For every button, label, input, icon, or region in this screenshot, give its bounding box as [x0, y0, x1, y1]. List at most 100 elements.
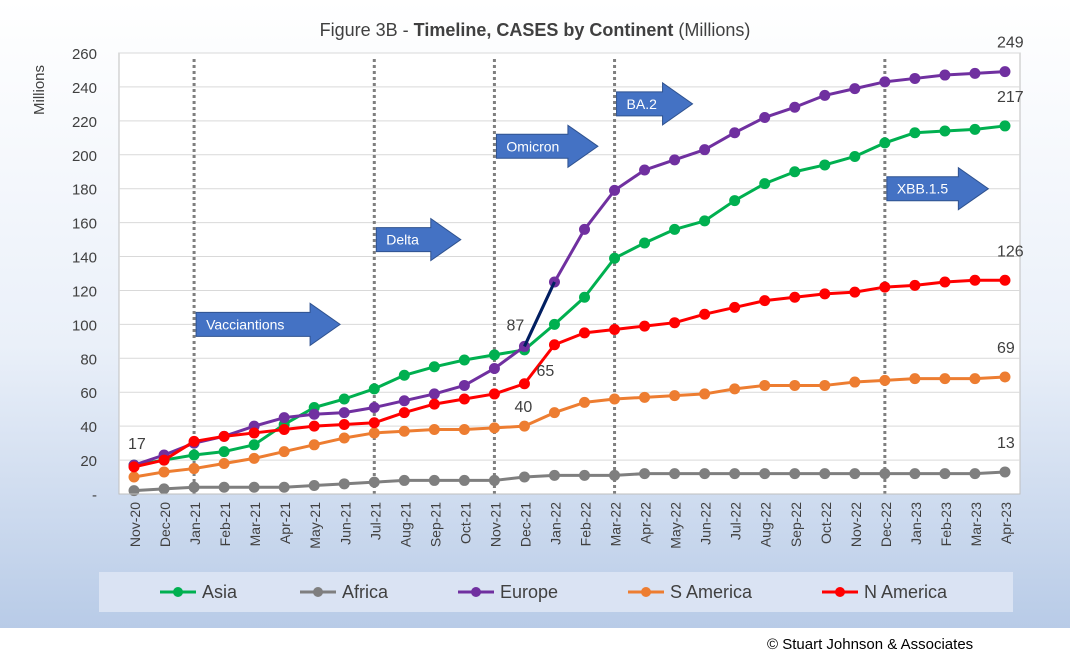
callout-label: Omicron [506, 138, 559, 154]
data-point [939, 69, 951, 81]
data-point [428, 361, 440, 373]
x-tick-label: Feb-21 [217, 502, 233, 547]
x-axis: Nov-20 Dec-20 Jan-21 Feb-21 Mar-21 Apr-21 May-… [119, 493, 1020, 549]
data-point [128, 485, 140, 497]
data-point [518, 378, 530, 390]
data-point [338, 478, 350, 490]
data-point [969, 373, 981, 385]
data-point [368, 401, 380, 413]
data-point [759, 379, 771, 391]
copyright-text: © Stuart Johnson & Associates [767, 636, 974, 653]
y-axis-label: Millions [31, 65, 48, 115]
data-point [639, 164, 651, 176]
data-point [639, 237, 651, 249]
data-point [338, 418, 350, 430]
data-point [909, 127, 921, 139]
data-point [338, 432, 350, 444]
data-point [849, 376, 861, 388]
data-point [789, 379, 801, 391]
data-point [458, 424, 470, 436]
data-point [639, 320, 651, 332]
data-point [218, 481, 230, 493]
data-label: 40 [514, 399, 532, 416]
x-tick-label: May-21 [307, 502, 323, 549]
data-point [518, 471, 530, 483]
x-tick-label: Feb-22 [578, 502, 594, 547]
x-tick-label: Aug-22 [758, 502, 774, 547]
data-point [398, 407, 410, 419]
data-point [909, 72, 921, 84]
data-point [999, 466, 1011, 478]
data-point [729, 383, 741, 395]
data-point [969, 468, 981, 480]
x-tick-label: Apr-21 [277, 502, 293, 544]
data-point [849, 286, 861, 298]
y-tick-label: 20 [80, 453, 97, 470]
data-point [218, 430, 230, 442]
data-point [729, 468, 741, 480]
data-point [308, 439, 320, 451]
x-tick-label: Jan-21 [187, 502, 203, 545]
data-point [819, 288, 831, 300]
x-tick-label: Jan-22 [547, 502, 563, 545]
data-point [248, 427, 260, 439]
data-point [158, 466, 170, 478]
data-point [128, 471, 140, 483]
legend: Asia Africa Europe S America N America [160, 582, 948, 602]
data-point [308, 420, 320, 432]
x-tick-label: May-22 [668, 502, 684, 549]
callout-arrow [886, 166, 990, 211]
data-point [579, 327, 591, 339]
data-point [128, 461, 140, 473]
data-point [999, 66, 1011, 78]
data-point [488, 362, 500, 374]
data-point [759, 178, 771, 190]
data-point [488, 388, 500, 400]
data-point [849, 83, 861, 95]
data-label: 126 [997, 243, 1024, 260]
x-tick-label: Mar-21 [247, 502, 263, 547]
connector-line [523, 281, 556, 348]
data-point [759, 111, 771, 123]
data-point [308, 480, 320, 492]
x-tick-label: Apr-22 [638, 502, 654, 544]
y-tick-label: 40 [80, 419, 97, 436]
data-point [909, 468, 921, 480]
data-point [278, 481, 290, 493]
data-label: 87 [506, 317, 524, 334]
data-point [278, 412, 290, 424]
y-tick-label: 140 [72, 250, 97, 267]
data-point [188, 449, 200, 461]
x-tick-label: Oct-21 [457, 502, 473, 544]
data-point [338, 393, 350, 405]
callout-arrow [375, 217, 462, 262]
data-point [609, 469, 621, 481]
data-point [939, 125, 951, 137]
data-point [278, 424, 290, 436]
data-point [639, 391, 651, 403]
y-tick-label: 260 [72, 46, 97, 63]
data-point [368, 476, 380, 488]
data-point [669, 223, 681, 235]
data-point [639, 468, 651, 480]
data-point [969, 123, 981, 135]
data-point [999, 371, 1011, 383]
data-point [398, 474, 410, 486]
data-point [819, 379, 831, 391]
data-label: 217 [997, 89, 1024, 106]
data-point [909, 373, 921, 385]
y-tick-label: 240 [72, 80, 97, 97]
legend-label: N America [864, 582, 948, 602]
callout-label: Vacciantions [206, 316, 284, 332]
x-tick-label: Sep-21 [427, 502, 443, 547]
data-point [609, 184, 621, 196]
data-point [579, 469, 591, 481]
data-point [368, 417, 380, 429]
data-point [158, 483, 170, 495]
data-point [278, 446, 290, 458]
x-tick-label: Dec-21 [517, 502, 533, 547]
callout-label: XBB.1.5 [897, 181, 949, 197]
y-tick-label: - [92, 487, 97, 504]
data-point [999, 274, 1011, 286]
callout-label: BA.2 [627, 96, 658, 112]
